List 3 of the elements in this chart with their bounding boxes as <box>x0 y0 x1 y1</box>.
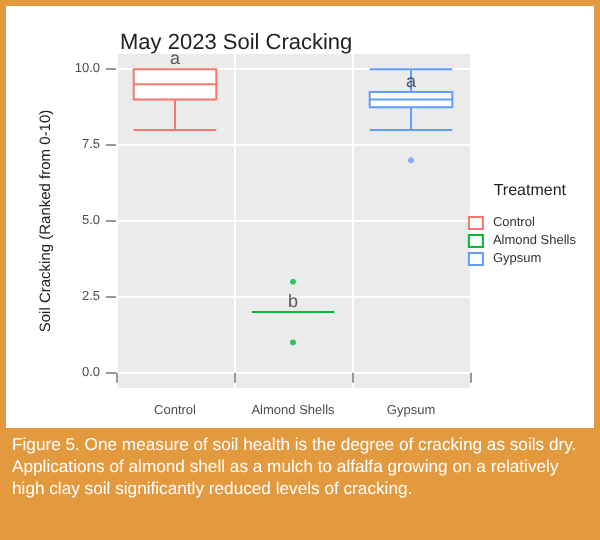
legend-title: Treatment <box>493 181 568 199</box>
caption: Figure 5. One measure of soil health is the degree of cracking as soils dry. Applications of almond shell as a mulch to alfalfa growing on a relatively high clay soil significantly reduced levels of cracking. <box>0 428 600 540</box>
annotation: b <box>287 291 299 312</box>
